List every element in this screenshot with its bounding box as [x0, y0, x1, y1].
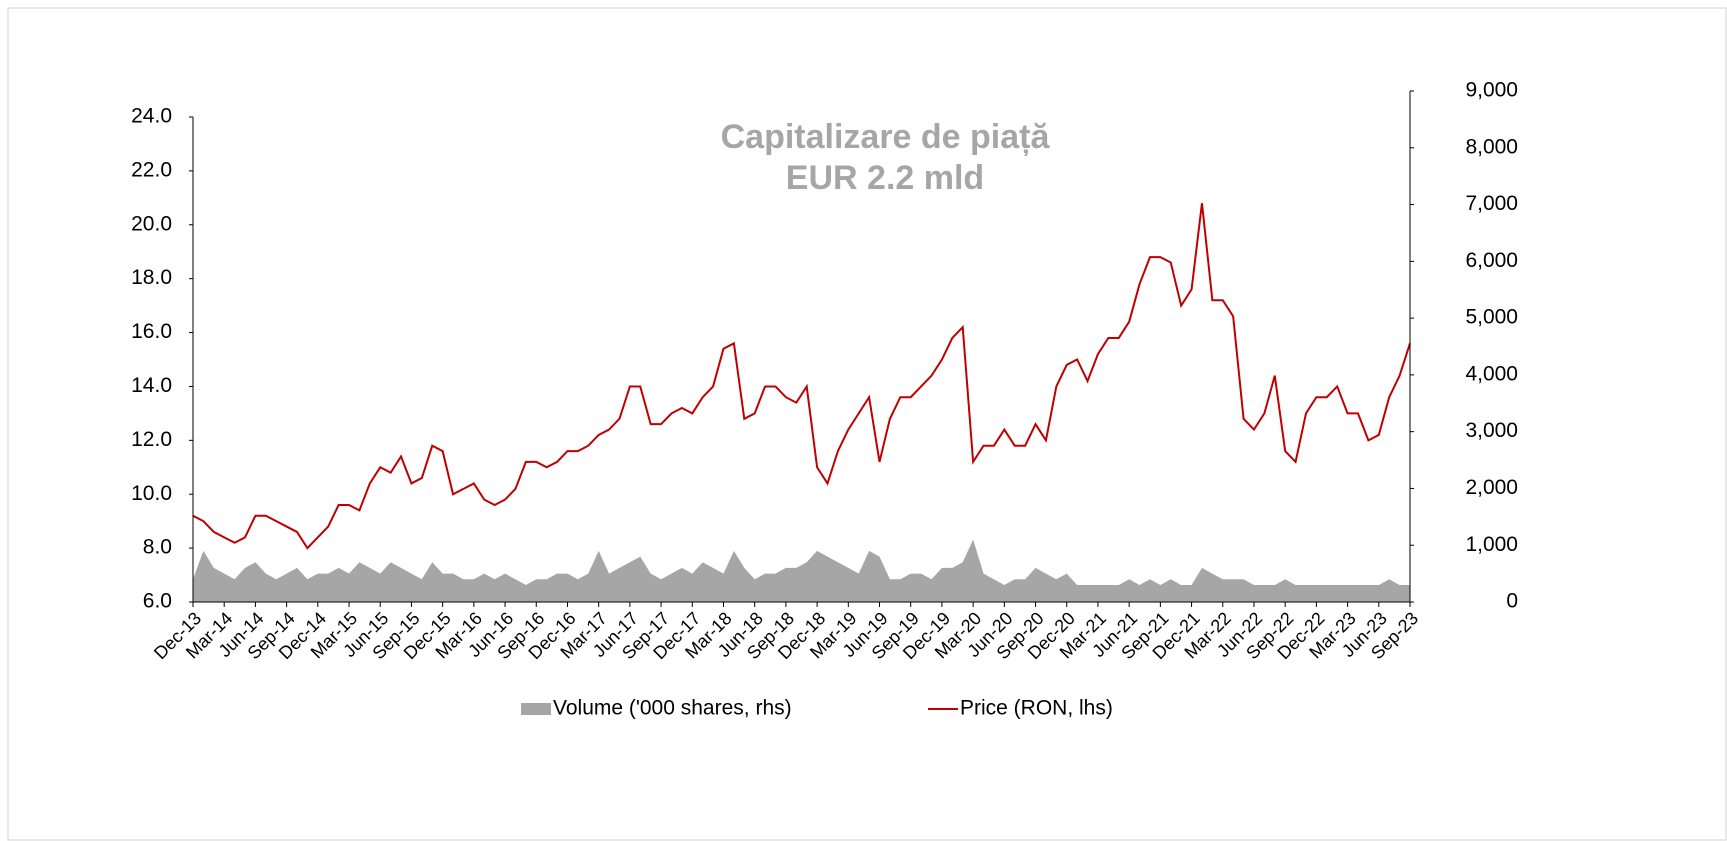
- y2-tick-label: 4,000: [1465, 362, 1518, 385]
- y-tick-label: 6.0: [143, 590, 172, 613]
- y2-tick-label: 2,000: [1465, 476, 1518, 499]
- price-line: [192, 203, 1411, 550]
- chart-subtitle: EUR 2.2 mld: [786, 159, 984, 197]
- y2-tick-label: 9,000: [1465, 79, 1518, 102]
- chart-title: Capitalizare de piață: [721, 118, 1051, 156]
- y2-tick-label: 0: [1506, 590, 1518, 613]
- legend-label: Volume ('000 shares, rhs): [553, 697, 792, 720]
- y-tick-label: 18.0: [131, 266, 172, 289]
- legend-swatch: [521, 703, 551, 715]
- y2-tick-label: 1,000: [1465, 533, 1518, 556]
- y-tick-label: 14.0: [131, 374, 172, 397]
- y2-tick-label: 6,000: [1465, 249, 1518, 272]
- legend-label: Price (RON, lhs): [960, 697, 1113, 720]
- y-tick-label: 10.0: [131, 482, 172, 505]
- y-tick-label: 20.0: [131, 212, 172, 235]
- y-tick-label: 22.0: [131, 158, 172, 181]
- y2-tick-label: 5,000: [1465, 306, 1518, 329]
- y-tick-label: 24.0: [131, 105, 172, 128]
- y-tick-label: 12.0: [131, 428, 172, 451]
- y2-tick-label: 7,000: [1465, 192, 1518, 215]
- y-tick-label: 8.0: [143, 536, 172, 559]
- y2-tick-label: 3,000: [1465, 419, 1518, 442]
- frame: [7, 7, 1727, 841]
- y2-tick-label: 8,000: [1465, 135, 1518, 158]
- y-tick-label: 16.0: [131, 320, 172, 343]
- volume-area: [193, 539, 1410, 602]
